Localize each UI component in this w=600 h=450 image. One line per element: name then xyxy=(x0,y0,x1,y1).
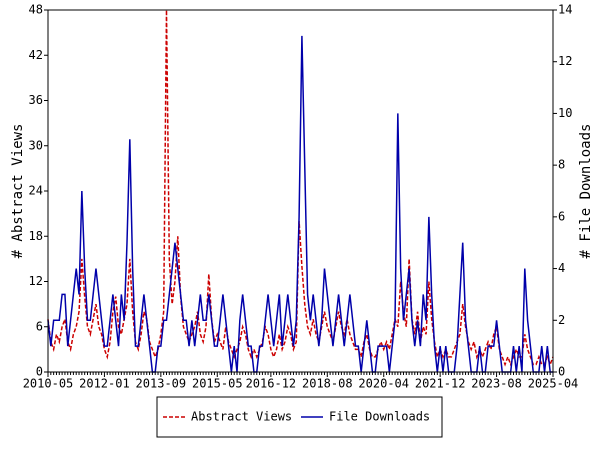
x-tick-label: 2015-05 xyxy=(192,377,243,391)
y-tick-label: 12 xyxy=(29,274,43,288)
legend-label: Abstract Views xyxy=(191,410,292,424)
y2-tick-label: 6 xyxy=(558,209,565,223)
y-tick-label: 0 xyxy=(36,365,43,379)
x-tick-label: 2010-05 xyxy=(23,377,74,391)
y2-tick-label: 2 xyxy=(558,313,565,327)
legend-label: File Downloads xyxy=(329,410,430,424)
y-tick-label: 18 xyxy=(29,229,43,243)
x-tick-label: 2016-12 xyxy=(246,377,297,391)
y2-tick-label: 14 xyxy=(558,3,572,17)
y-tick-label: 30 xyxy=(29,138,43,152)
y-tick-label: 24 xyxy=(29,184,43,198)
y2-tick-label: 0 xyxy=(558,365,565,379)
x-tick-label: 2021-12 xyxy=(415,377,466,391)
y2-axis-title: # File Downloads xyxy=(578,124,594,259)
x-tick-label: 2018-08 xyxy=(302,377,353,391)
plot-frame xyxy=(47,9,554,373)
y2-tick-label: 4 xyxy=(558,261,565,275)
y-tick-label: 36 xyxy=(29,93,43,107)
y2-tick-label: 12 xyxy=(558,54,572,68)
legend-box xyxy=(156,396,443,438)
y-tick-label: 6 xyxy=(36,319,43,333)
x-tick-label: 2023-08 xyxy=(471,377,522,391)
y2-tick-label: 10 xyxy=(558,106,572,120)
x-tick-label: 2025-04 xyxy=(528,377,579,391)
y-tick-label: 42 xyxy=(29,48,43,62)
y2-tick-label: 8 xyxy=(558,158,565,172)
y-tick-label: 48 xyxy=(29,3,43,17)
y-axis-title: # Abstract Views xyxy=(10,124,26,259)
x-tick-label: 2012-01 xyxy=(79,377,130,391)
x-tick-label: 2013-09 xyxy=(136,377,187,391)
x-tick-label: 2020-04 xyxy=(358,377,409,391)
series-line xyxy=(47,9,554,367)
series-line xyxy=(47,35,553,373)
